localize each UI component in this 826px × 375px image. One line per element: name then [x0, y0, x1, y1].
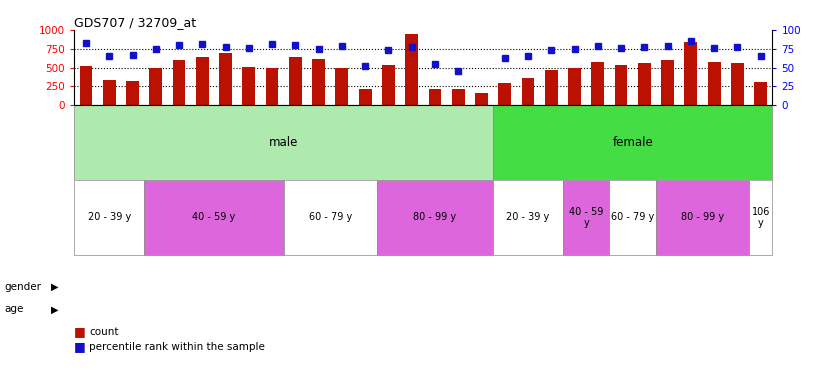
Bar — [219, 53, 232, 105]
Bar — [74, 105, 493, 180]
Text: female: female — [612, 136, 653, 149]
Bar — [335, 68, 349, 105]
Bar — [358, 89, 372, 105]
Text: 60 - 79 y: 60 - 79 y — [611, 213, 654, 222]
Bar — [685, 42, 697, 105]
Bar — [475, 93, 488, 105]
Bar — [312, 59, 325, 105]
Text: 40 - 59 y: 40 - 59 y — [192, 213, 235, 222]
Bar — [522, 78, 534, 105]
Bar — [196, 57, 209, 105]
Bar — [126, 81, 139, 105]
Text: ▶: ▶ — [51, 282, 59, 292]
Text: 20 - 39 y: 20 - 39 y — [506, 213, 549, 222]
Bar — [377, 180, 493, 255]
Bar — [545, 70, 558, 105]
Text: 80 - 99 y: 80 - 99 y — [413, 213, 457, 222]
Bar — [610, 180, 656, 255]
Bar — [173, 60, 185, 105]
Bar — [754, 82, 767, 105]
Text: ■: ■ — [74, 340, 86, 353]
Bar — [289, 57, 301, 105]
Bar — [382, 64, 395, 105]
Bar — [103, 80, 116, 105]
Text: ▶: ▶ — [51, 304, 59, 314]
Text: count: count — [89, 327, 119, 337]
Bar — [662, 60, 674, 105]
Text: 60 - 79 y: 60 - 79 y — [309, 213, 352, 222]
Bar — [749, 180, 772, 255]
Text: gender: gender — [4, 282, 41, 292]
Text: 20 - 39 y: 20 - 39 y — [88, 213, 131, 222]
Bar — [708, 62, 720, 105]
Bar — [145, 180, 284, 255]
Bar — [406, 34, 418, 105]
Text: 80 - 99 y: 80 - 99 y — [681, 213, 724, 222]
Bar — [563, 180, 610, 255]
Text: age: age — [4, 304, 23, 314]
Bar — [284, 180, 377, 255]
Bar — [452, 89, 464, 105]
Bar — [656, 180, 749, 255]
Bar — [591, 62, 604, 105]
Text: percentile rank within the sample: percentile rank within the sample — [89, 342, 265, 352]
Bar — [568, 68, 581, 105]
Bar — [493, 105, 772, 180]
Bar — [615, 65, 628, 105]
Bar — [498, 83, 511, 105]
Bar — [638, 63, 651, 105]
Text: ■: ■ — [74, 326, 86, 338]
Bar — [150, 68, 162, 105]
Text: GDS707 / 32709_at: GDS707 / 32709_at — [74, 16, 197, 29]
Bar — [493, 180, 563, 255]
Bar — [79, 66, 93, 105]
Bar — [243, 67, 255, 105]
Bar — [74, 180, 145, 255]
Bar — [429, 88, 441, 105]
Text: 40 - 59
y: 40 - 59 y — [569, 207, 603, 228]
Text: male: male — [269, 136, 298, 149]
Bar — [266, 68, 278, 105]
Bar — [731, 63, 743, 105]
Text: 106
y: 106 y — [752, 207, 770, 228]
